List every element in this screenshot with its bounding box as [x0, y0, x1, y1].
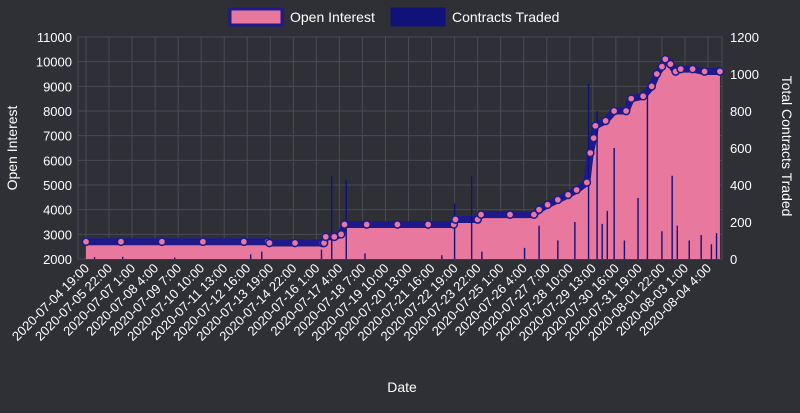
- y-tick-label: 4000: [43, 203, 72, 218]
- legend-swatch-contracts-traded: [390, 7, 446, 27]
- y-tick-label: 11000: [37, 30, 72, 45]
- y-axis-left: 2000 3000 4000 5000 6000 7000 8000 9000 10000 110…: [36, 30, 72, 267]
- open-interest-point[interactable]: [198, 237, 208, 247]
- y-tick-label: 9000: [43, 79, 72, 94]
- open-interest-point[interactable]: [700, 67, 709, 76]
- y2-tick-label: 200: [730, 215, 752, 230]
- open-interest-point[interactable]: [657, 62, 667, 71]
- y2-tick-label: 600: [730, 141, 752, 156]
- y2-tick-label: 800: [730, 104, 752, 119]
- legend-swatch-open-interest: [228, 7, 284, 27]
- open-interest-point[interactable]: [290, 238, 300, 248]
- open-interest-point[interactable]: [626, 94, 636, 104]
- y2-tick-label: 1000: [730, 67, 759, 82]
- open-interest-point[interactable]: [666, 59, 675, 69]
- open-interest-fill: [86, 59, 720, 260]
- y-axis-right: 0 200 400 600 800 1000 1200: [730, 30, 759, 267]
- open-interest-markers: [81, 54, 725, 248]
- y2-tick-label: 400: [730, 178, 752, 193]
- open-interest-point[interactable]: [116, 237, 126, 247]
- open-interest-point[interactable]: [609, 106, 619, 116]
- open-interest-point[interactable]: [239, 237, 249, 247]
- open-interest-point[interactable]: [676, 64, 686, 74]
- open-interest-point[interactable]: [585, 148, 595, 158]
- open-interest-point[interactable]: [660, 54, 670, 64]
- open-interest-point[interactable]: [157, 237, 167, 247]
- open-interest-point[interactable]: [647, 81, 657, 91]
- open-interest-point[interactable]: [505, 210, 515, 219]
- y-tick-label: 10000: [36, 55, 72, 70]
- legend-item-contracts-traded[interactable]: Contracts Traded: [390, 7, 559, 27]
- legend-label-contracts-traded: Contracts Traded: [452, 9, 559, 25]
- open-interest-point[interactable]: [393, 220, 402, 229]
- y-axis-right-title: Total Contracts Traded: [779, 76, 795, 217]
- open-interest-point[interactable]: [572, 185, 581, 195]
- open-interest-point[interactable]: [529, 210, 539, 219]
- y-tick-label: 7000: [43, 129, 72, 144]
- open-interest-point[interactable]: [81, 237, 91, 247]
- open-interest-point[interactable]: [601, 116, 610, 126]
- legend-item-open-interest[interactable]: Open Interest: [228, 7, 375, 27]
- y-tick-label: 3000: [43, 227, 72, 242]
- open-interest-point[interactable]: [591, 121, 600, 131]
- legend-label-open-interest: Open Interest: [290, 9, 375, 25]
- y2-tick-label: 0: [730, 252, 737, 267]
- y-axis-left-title: Open Interest: [4, 105, 20, 190]
- open-interest-point[interactable]: [336, 229, 346, 239]
- open-interest-point[interactable]: [476, 210, 486, 219]
- open-interest-point[interactable]: [638, 91, 648, 101]
- y-tick-label: 8000: [43, 104, 72, 119]
- x-axis-title: Date: [387, 379, 417, 395]
- open-interest-point[interactable]: [688, 64, 697, 74]
- open-interest-point[interactable]: [362, 220, 372, 229]
- open-interest-point[interactable]: [563, 190, 573, 200]
- open-interest-point[interactable]: [621, 106, 631, 116]
- open-interest-point[interactable]: [340, 220, 349, 229]
- y-tick-label: 6000: [43, 153, 72, 168]
- contracts-traded-series: [93, 83, 718, 259]
- legend[interactable]: Open Interest Contracts Traded: [228, 7, 559, 27]
- y2-tick-label: 1200: [730, 30, 759, 45]
- open-interest-point[interactable]: [589, 133, 599, 143]
- open-interest-point[interactable]: [534, 205, 544, 215]
- open-interest-point[interactable]: [451, 215, 460, 224]
- y-tick-label: 5000: [43, 178, 72, 193]
- y-tick-label: 2000: [43, 252, 72, 267]
- open-interest-point[interactable]: [265, 238, 274, 248]
- open-interest-point[interactable]: [652, 69, 662, 79]
- open-interest-point[interactable]: [423, 220, 433, 229]
- open-interest-point[interactable]: [582, 178, 592, 187]
- open-interest-point[interactable]: [321, 232, 331, 242]
- open-interest-point[interactable]: [553, 195, 563, 205]
- open-interest-point[interactable]: [715, 67, 725, 76]
- open-interest-point[interactable]: [543, 200, 552, 210]
